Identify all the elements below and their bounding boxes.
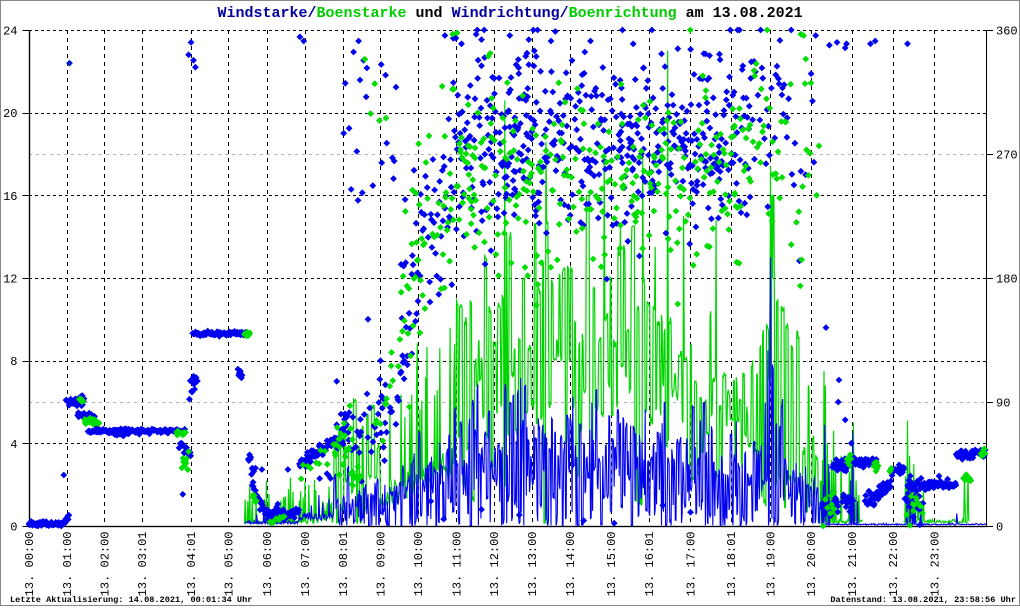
svg-text:13. 16:01: 13. 16:01 — [643, 532, 657, 597]
svg-text:13. 14:00: 13. 14:00 — [564, 532, 578, 597]
svg-text:Windstarke/Boenstarke und Wind: Windstarke/Boenstarke und Windrichtung/B… — [218, 5, 803, 22]
svg-text:13. 03:01: 13. 03:01 — [136, 532, 150, 597]
svg-text:13. 20:00: 13. 20:00 — [805, 532, 819, 597]
svg-text:13. 10:00: 13. 10:00 — [412, 532, 426, 597]
svg-text:13. 22:00: 13. 22:00 — [887, 532, 901, 597]
svg-text:12: 12 — [3, 273, 17, 287]
svg-text:13. 07:00: 13. 07:00 — [299, 532, 313, 597]
svg-text:270: 270 — [996, 149, 1018, 163]
svg-text:13. 01:00: 13. 01:00 — [61, 532, 75, 597]
svg-text:13. 12:00: 13. 12:00 — [488, 532, 502, 597]
svg-text:4: 4 — [10, 438, 17, 452]
svg-text:13. 00:00: 13. 00:00 — [23, 532, 37, 597]
svg-text:0: 0 — [10, 521, 17, 535]
svg-text:13. 09:00: 13. 09:00 — [375, 532, 389, 597]
svg-text:13. 08:01: 13. 08:01 — [337, 532, 351, 597]
svg-text:13. 11:00: 13. 11:00 — [451, 532, 465, 597]
svg-text:24: 24 — [3, 25, 17, 39]
svg-text:13. 05:00: 13. 05:00 — [223, 532, 237, 597]
svg-text:0: 0 — [996, 521, 1003, 535]
svg-text:Datenstand: 13.08.2021, 23:58:: Datenstand: 13.08.2021, 23:58:56 Uhr — [830, 595, 1016, 605]
svg-text:13. 23:00: 13. 23:00 — [929, 532, 943, 597]
svg-text:13. 21:00: 13. 21:00 — [846, 532, 860, 597]
svg-text:8: 8 — [10, 355, 17, 369]
svg-text:360: 360 — [996, 25, 1018, 39]
svg-text:90: 90 — [996, 397, 1010, 411]
svg-text:13. 04:01: 13. 04:01 — [185, 532, 199, 597]
svg-text:13. 06:00: 13. 06:00 — [261, 532, 275, 597]
svg-text:13. 15:00: 13. 15:00 — [605, 532, 619, 597]
svg-text:13. 19:00: 13. 19:00 — [765, 532, 779, 597]
svg-text:20: 20 — [3, 107, 17, 121]
svg-text:16: 16 — [3, 190, 17, 204]
svg-text:13. 02:00: 13. 02:00 — [99, 532, 113, 597]
svg-text:13. 17:00: 13. 17:00 — [685, 532, 699, 597]
svg-text:180: 180 — [996, 273, 1018, 287]
svg-text:13. 13:00: 13. 13:00 — [526, 532, 540, 597]
svg-text:Letzte Aktualisierung: 14.08.2: Letzte Aktualisierung: 14.08.2021, 00:01… — [10, 595, 252, 605]
svg-text:13. 18:01: 13. 18:01 — [725, 532, 739, 597]
